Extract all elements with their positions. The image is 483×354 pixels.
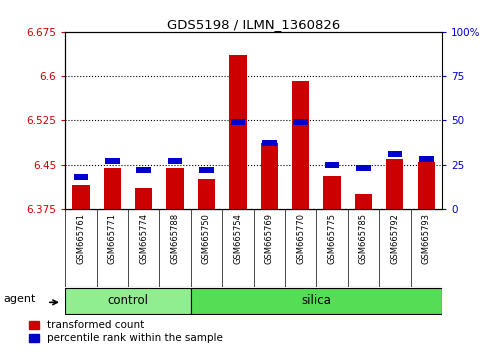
- Bar: [105, 158, 120, 164]
- Text: GSM665771: GSM665771: [108, 213, 117, 264]
- Bar: [418, 162, 435, 209]
- Text: GSM665788: GSM665788: [170, 213, 180, 264]
- Title: GDS5198 / ILMN_1360826: GDS5198 / ILMN_1360826: [167, 18, 340, 31]
- Bar: [199, 167, 214, 173]
- Bar: [72, 185, 89, 209]
- FancyBboxPatch shape: [65, 288, 191, 314]
- Bar: [419, 156, 434, 162]
- Bar: [198, 179, 215, 209]
- Bar: [136, 167, 151, 173]
- Text: control: control: [108, 295, 148, 307]
- Bar: [293, 119, 308, 125]
- Bar: [262, 141, 277, 146]
- Text: GSM665754: GSM665754: [233, 213, 242, 264]
- Text: GSM665775: GSM665775: [327, 213, 337, 264]
- Bar: [355, 194, 372, 209]
- Bar: [73, 174, 88, 180]
- Bar: [261, 143, 278, 209]
- Bar: [325, 162, 340, 167]
- Bar: [230, 119, 245, 125]
- Legend: transformed count, percentile rank within the sample: transformed count, percentile rank withi…: [29, 320, 223, 343]
- Text: GSM665761: GSM665761: [76, 213, 85, 264]
- Text: agent: agent: [3, 295, 36, 304]
- Bar: [167, 167, 184, 209]
- Bar: [356, 165, 371, 171]
- FancyBboxPatch shape: [191, 288, 442, 314]
- Text: GSM665770: GSM665770: [296, 213, 305, 264]
- Text: GSM665793: GSM665793: [422, 213, 431, 264]
- Bar: [135, 188, 152, 209]
- Bar: [104, 167, 121, 209]
- Bar: [386, 159, 403, 209]
- Text: GSM665785: GSM665785: [359, 213, 368, 264]
- Bar: [168, 158, 183, 164]
- Text: GSM665750: GSM665750: [202, 213, 211, 264]
- Text: GSM665769: GSM665769: [265, 213, 274, 264]
- Text: GSM665792: GSM665792: [390, 213, 399, 264]
- Bar: [387, 151, 402, 157]
- Text: silica: silica: [301, 295, 331, 307]
- Text: GSM665774: GSM665774: [139, 213, 148, 264]
- Bar: [292, 81, 309, 209]
- Bar: [229, 56, 246, 209]
- Bar: [324, 176, 341, 209]
